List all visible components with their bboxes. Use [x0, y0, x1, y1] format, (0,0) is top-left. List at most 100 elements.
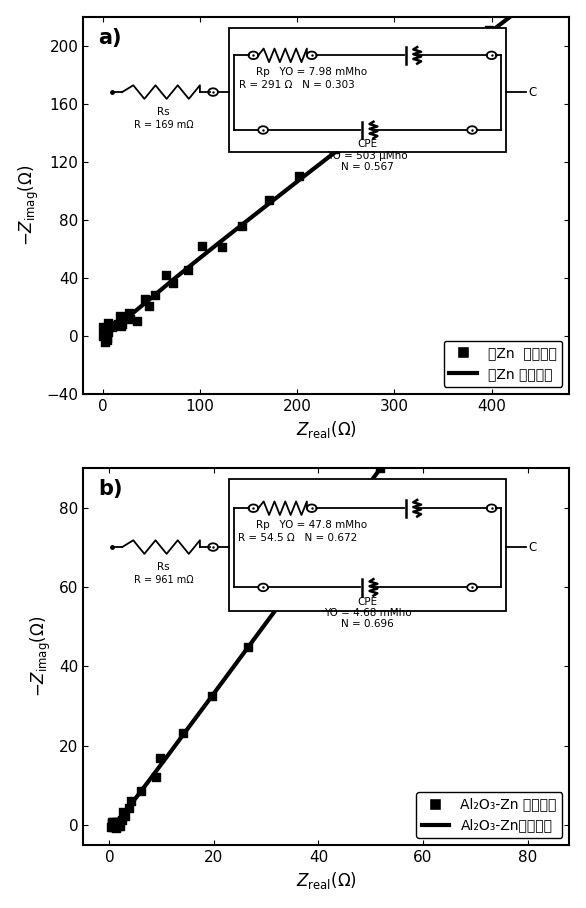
- Text: CPE: CPE: [357, 140, 378, 150]
- Point: [103, 324, 113, 339]
- Point: [125, 801, 134, 815]
- Point: [108, 819, 117, 834]
- Text: R = 169 mΩ: R = 169 mΩ: [134, 121, 193, 131]
- Point: [108, 817, 118, 832]
- Y-axis label: $-Z_\mathrm{imag}(\Omega)$: $-Z_\mathrm{imag}(\Omega)$: [16, 164, 41, 246]
- Point: [264, 192, 274, 207]
- Point: [112, 817, 121, 832]
- Point: [115, 309, 125, 323]
- Point: [114, 815, 124, 830]
- Text: C: C: [528, 85, 536, 99]
- Point: [423, 66, 432, 81]
- Point: [217, 240, 226, 254]
- FancyBboxPatch shape: [229, 28, 506, 153]
- Point: [144, 299, 153, 313]
- X-axis label: $Z_\mathrm{real}(\Omega)$: $Z_\mathrm{real}(\Omega)$: [296, 871, 357, 892]
- Text: N = 0.696: N = 0.696: [341, 619, 394, 629]
- Text: YO = 503 μMho: YO = 503 μMho: [328, 151, 408, 161]
- Point: [207, 688, 217, 703]
- Point: [105, 317, 115, 331]
- Point: [125, 306, 134, 321]
- Point: [121, 808, 130, 823]
- Point: [109, 820, 118, 834]
- Point: [111, 821, 121, 835]
- Text: C: C: [528, 540, 536, 554]
- Point: [125, 311, 134, 326]
- Point: [107, 320, 116, 334]
- Text: Rs: Rs: [157, 562, 170, 572]
- Point: [161, 268, 171, 282]
- Point: [111, 816, 121, 831]
- Point: [108, 814, 117, 829]
- Text: YO = 4.68 mMho: YO = 4.68 mMho: [324, 608, 411, 618]
- Point: [99, 324, 108, 339]
- Point: [479, 321, 488, 335]
- Point: [110, 818, 119, 833]
- Point: [112, 819, 121, 834]
- Text: Rp   YO = 7.98 mMho: Rp YO = 7.98 mMho: [256, 66, 367, 76]
- Y-axis label: $-Z_\mathrm{imag}(\Omega)$: $-Z_\mathrm{imag}(\Omega)$: [29, 616, 53, 697]
- Point: [117, 813, 127, 827]
- Text: R = 54.5 Ω   N = 0.672: R = 54.5 Ω N = 0.672: [237, 533, 357, 543]
- Point: [136, 784, 145, 798]
- Point: [237, 219, 247, 233]
- Point: [150, 288, 159, 302]
- Point: [100, 328, 110, 342]
- Point: [103, 331, 112, 346]
- Point: [98, 329, 107, 343]
- Point: [107, 818, 117, 833]
- Legend: 纾Zn  实际数据, 纾Zn 拟合数据: 纾Zn 实际数据, 纾Zn 拟合数据: [444, 340, 563, 387]
- Point: [100, 326, 109, 340]
- Point: [183, 263, 192, 278]
- Point: [485, 23, 494, 37]
- Point: [110, 819, 119, 834]
- Point: [104, 315, 113, 330]
- Point: [102, 332, 111, 347]
- Text: b): b): [98, 479, 122, 499]
- Text: Rp   YO = 47.8 mMho: Rp YO = 47.8 mMho: [256, 519, 367, 529]
- Point: [243, 640, 253, 655]
- Point: [118, 317, 127, 331]
- Point: [111, 814, 120, 829]
- Point: [98, 320, 108, 334]
- Legend: Al₂O₃-Zn 实际数据, Al₂O₃-Zn拟合数据: Al₂O₃-Zn 实际数据, Al₂O₃-Zn拟合数据: [416, 792, 563, 838]
- Point: [113, 317, 122, 331]
- Point: [295, 169, 304, 183]
- Point: [115, 818, 124, 833]
- Text: a): a): [98, 28, 121, 48]
- Point: [109, 819, 118, 834]
- Point: [132, 313, 142, 328]
- Point: [114, 818, 123, 833]
- Text: Rs: Rs: [157, 107, 170, 117]
- Point: [179, 725, 188, 740]
- Point: [108, 815, 117, 830]
- Text: N = 0.567: N = 0.567: [341, 162, 394, 172]
- Point: [140, 292, 149, 307]
- Text: R = 961 mΩ: R = 961 mΩ: [134, 576, 193, 586]
- Point: [127, 794, 136, 809]
- Point: [99, 321, 108, 335]
- Point: [108, 814, 118, 829]
- Text: R = 291 Ω   N = 0.303: R = 291 Ω N = 0.303: [239, 80, 355, 90]
- Point: [297, 568, 306, 582]
- Text: CPE: CPE: [357, 597, 378, 607]
- Point: [112, 816, 121, 831]
- Point: [331, 142, 340, 156]
- Point: [101, 334, 110, 349]
- Point: [107, 820, 116, 834]
- Point: [113, 817, 122, 832]
- Point: [168, 276, 178, 291]
- Point: [118, 804, 128, 819]
- Point: [152, 770, 161, 785]
- Point: [373, 109, 383, 123]
- Point: [111, 817, 121, 832]
- Point: [197, 239, 206, 253]
- FancyBboxPatch shape: [229, 479, 506, 611]
- Point: [112, 816, 121, 831]
- X-axis label: $Z_\mathrm{real}(\Omega)$: $Z_\mathrm{real}(\Omega)$: [296, 419, 357, 440]
- Point: [110, 819, 119, 834]
- Point: [108, 319, 117, 333]
- Point: [155, 751, 164, 765]
- Point: [116, 319, 125, 333]
- Point: [376, 461, 385, 476]
